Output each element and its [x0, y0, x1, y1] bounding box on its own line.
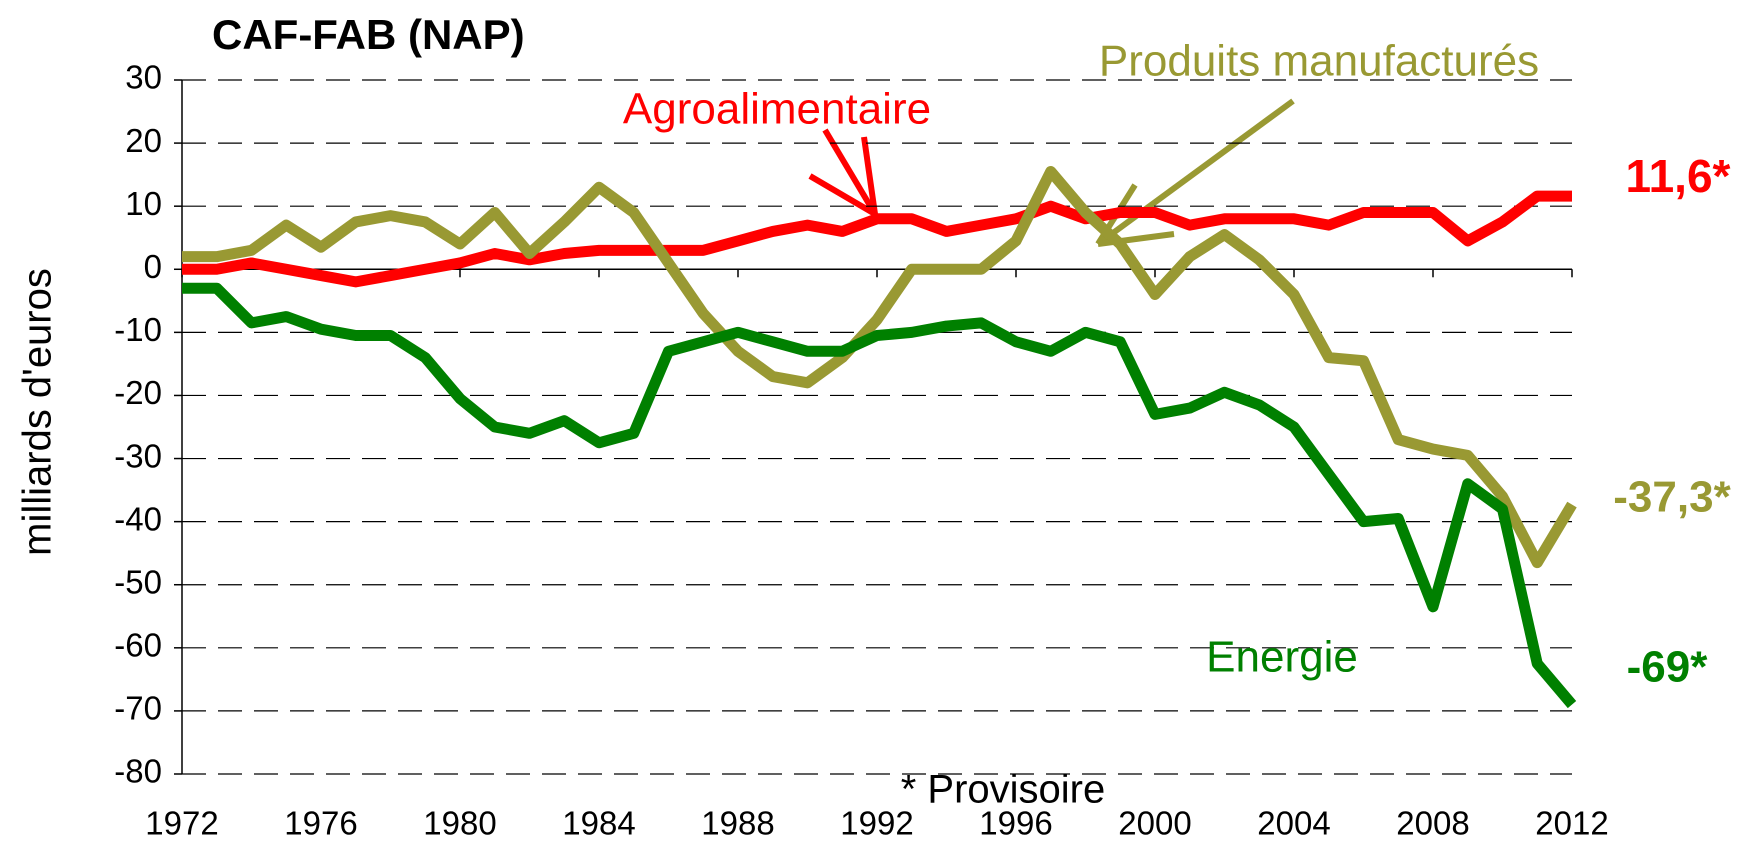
x-tick-label: 1980: [423, 805, 496, 842]
annotation: -37,3*: [1613, 473, 1731, 522]
x-tick-label: 2008: [1396, 805, 1469, 842]
y-tick-label: -20: [114, 374, 162, 411]
x-tick-label: 2004: [1257, 805, 1330, 842]
x-tick-label: 1972: [145, 805, 218, 842]
chart-title: CAF-FAB (NAP): [212, 11, 525, 58]
y-tick-label: 10: [125, 185, 162, 222]
series-line: [182, 282, 1577, 709]
annotation: 11,6*: [1626, 150, 1731, 202]
y-tick-label: -30: [114, 437, 162, 474]
x-tick-label: 2012: [1535, 805, 1608, 842]
series-label: Agroalimentaire: [623, 85, 931, 134]
series-line: [182, 165, 1577, 569]
series-label: Produits manufacturés: [1099, 37, 1539, 86]
x-tick-label: 1976: [284, 805, 357, 842]
y-tick-label: -50: [114, 563, 162, 600]
series-label: Energie: [1206, 633, 1358, 682]
x-tick-label: 1996: [979, 805, 1052, 842]
annotation: -69*: [1627, 643, 1709, 692]
x-tick-label: 2000: [1118, 805, 1191, 842]
annotation: * Provisoire: [901, 768, 1106, 812]
y-axis-label: milliards d'euros: [16, 268, 60, 556]
y-tick-label: 0: [144, 248, 162, 285]
y-tick-label: -40: [114, 500, 162, 537]
x-tick-label: 1988: [701, 805, 774, 842]
y-tick-label: 20: [125, 122, 162, 159]
x-tick-label: 1984: [562, 805, 635, 842]
y-tick-label: -80: [114, 753, 162, 790]
y-tick-label: -10: [114, 311, 162, 348]
y-tick-label: 30: [125, 59, 162, 96]
y-tick-label: -70: [114, 690, 162, 727]
series-line: [182, 190, 1572, 288]
x-tick-label: 1992: [840, 805, 913, 842]
y-tick-label: -60: [114, 627, 162, 664]
arrow: [808, 128, 878, 217]
